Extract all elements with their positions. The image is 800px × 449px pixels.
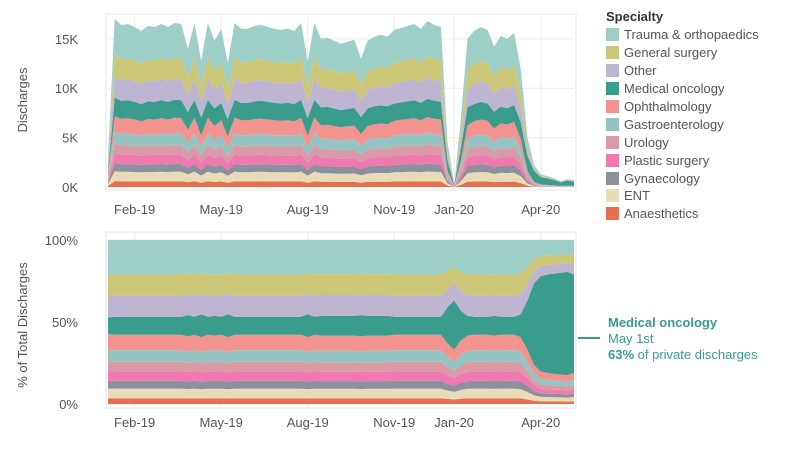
legend-item[interactable]: General surgery: [606, 44, 759, 62]
legend-swatch: [606, 117, 619, 131]
x-tick-label: May-19: [199, 415, 242, 430]
area-anaesthetics: [108, 398, 574, 404]
percent-panel: % of Total Discharges 0% 50% 100% Feb-19 May…: [15, 231, 577, 430]
legend-label: Plastic surgery: [624, 152, 710, 168]
legend-swatch: [606, 46, 619, 60]
legend-item[interactable]: Anaesthetics: [606, 205, 759, 223]
area-gynaecology: [108, 163, 574, 187]
area-trauma-orthopaedics: [108, 19, 574, 185]
legend-swatch: [606, 207, 619, 221]
legend-label: Ophthalmology: [624, 99, 712, 114]
area-trauma-orthopaedics: [108, 240, 574, 275]
y-tick-label: 0K: [62, 180, 78, 195]
area-urology: [108, 143, 574, 187]
legend-item[interactable]: Gynaecology: [606, 169, 759, 187]
area-urology: [108, 361, 574, 391]
area-plastic-surgery: [108, 370, 574, 395]
area-gastroenterology: [108, 349, 574, 387]
x-tick-label: Apr-20: [521, 202, 560, 217]
x-tick-label: Apr-20: [521, 415, 560, 430]
y-tick-label: 5K: [62, 131, 78, 146]
legend-label: ENT: [624, 188, 650, 204]
x-tick-label: Nov-19: [373, 202, 415, 217]
legend-item[interactable]: Other: [606, 62, 759, 80]
annotation-description: of private discharges: [637, 347, 758, 362]
legend-label: General surgery: [624, 45, 718, 61]
legend-swatch: [606, 153, 619, 167]
area-other: [108, 76, 574, 186]
area-other: [108, 263, 574, 318]
legend-swatch: [606, 28, 619, 42]
x-tick-label: May-19: [199, 202, 242, 217]
legend-items: Trauma & orthopaedics General surgery Othe…: [606, 26, 759, 223]
legend-swatch: [606, 189, 619, 203]
legend-title: Specialty: [606, 9, 664, 24]
legend-item[interactable]: Ophthalmology: [606, 98, 759, 116]
area-ophthalmology: [108, 334, 574, 382]
x-tick-label: Feb-19: [114, 202, 155, 217]
legend-swatch: [606, 171, 619, 185]
legend-label: Medical oncology: [624, 81, 725, 97]
area-gastroenterology: [108, 131, 574, 187]
area-plastic-surgery: [108, 153, 574, 187]
legend-label: Anaesthetics: [624, 206, 699, 222]
annotation-date: May 1st: [608, 331, 654, 346]
x-tick-label: Nov-19: [373, 415, 415, 430]
legend-label: Other: [624, 63, 657, 79]
legend-item[interactable]: Trauma & orthopaedics: [606, 26, 759, 44]
area-gynaecology: [108, 380, 574, 398]
annotation-percent: 63%: [608, 347, 635, 362]
legend-label: Trauma & orthopaedics: [624, 27, 759, 43]
top-y-axis-title: Discharges: [15, 67, 30, 133]
legend-swatch: [606, 82, 619, 96]
legend-label: Gastroenterology: [624, 116, 724, 132]
area-general-surgery: [108, 254, 574, 297]
annotation-leader-line: [578, 337, 600, 339]
legend-item[interactable]: ENT: [606, 187, 759, 205]
legend-swatch: [606, 135, 619, 149]
y-tick-label: 50%: [52, 315, 78, 330]
legend-swatch: [606, 64, 619, 78]
bottom-y-axis-title: % of Total Discharges: [15, 262, 30, 388]
x-tick-label: Jan-20: [434, 202, 474, 217]
area-ent: [108, 171, 574, 187]
x-tick-label: Jan-20: [434, 415, 474, 430]
legend-item[interactable]: Medical oncology: [606, 80, 759, 98]
legend-item[interactable]: Plastic surgery: [606, 151, 759, 169]
legend-swatch: [606, 100, 619, 113]
legend-label: Urology: [624, 134, 669, 150]
y-tick-label: 15K: [55, 32, 78, 47]
legend-label: Gynaecology: [624, 170, 700, 186]
area-general-surgery: [108, 54, 574, 185]
legend-item[interactable]: Gastroenterology: [606, 115, 759, 133]
x-tick-label: Aug-19: [287, 415, 329, 430]
x-tick-label: Feb-19: [114, 415, 155, 430]
y-tick-label: 0%: [59, 397, 78, 412]
annotation-text: Medical oncology May 1st 63% of private …: [608, 315, 800, 363]
x-tick-label: Aug-19: [287, 202, 329, 217]
area-medical-oncology: [108, 97, 574, 186]
legend: Specialty Trauma & orthopaedics General s…: [606, 9, 759, 223]
area-anaesthetics: [108, 181, 574, 187]
area-ophthalmology: [108, 116, 574, 187]
y-tick-label: 10K: [55, 81, 78, 96]
y-tick-label: 100%: [45, 233, 79, 248]
area-medical-oncology: [108, 271, 574, 376]
legend-item[interactable]: Urology: [606, 133, 759, 151]
annotation-title: Medical oncology: [608, 315, 718, 330]
area-ent: [108, 388, 574, 402]
discharges-panel: Discharges 0K 5K 10K 15K Feb-19 May-19 Aug-19 N…: [15, 13, 577, 217]
